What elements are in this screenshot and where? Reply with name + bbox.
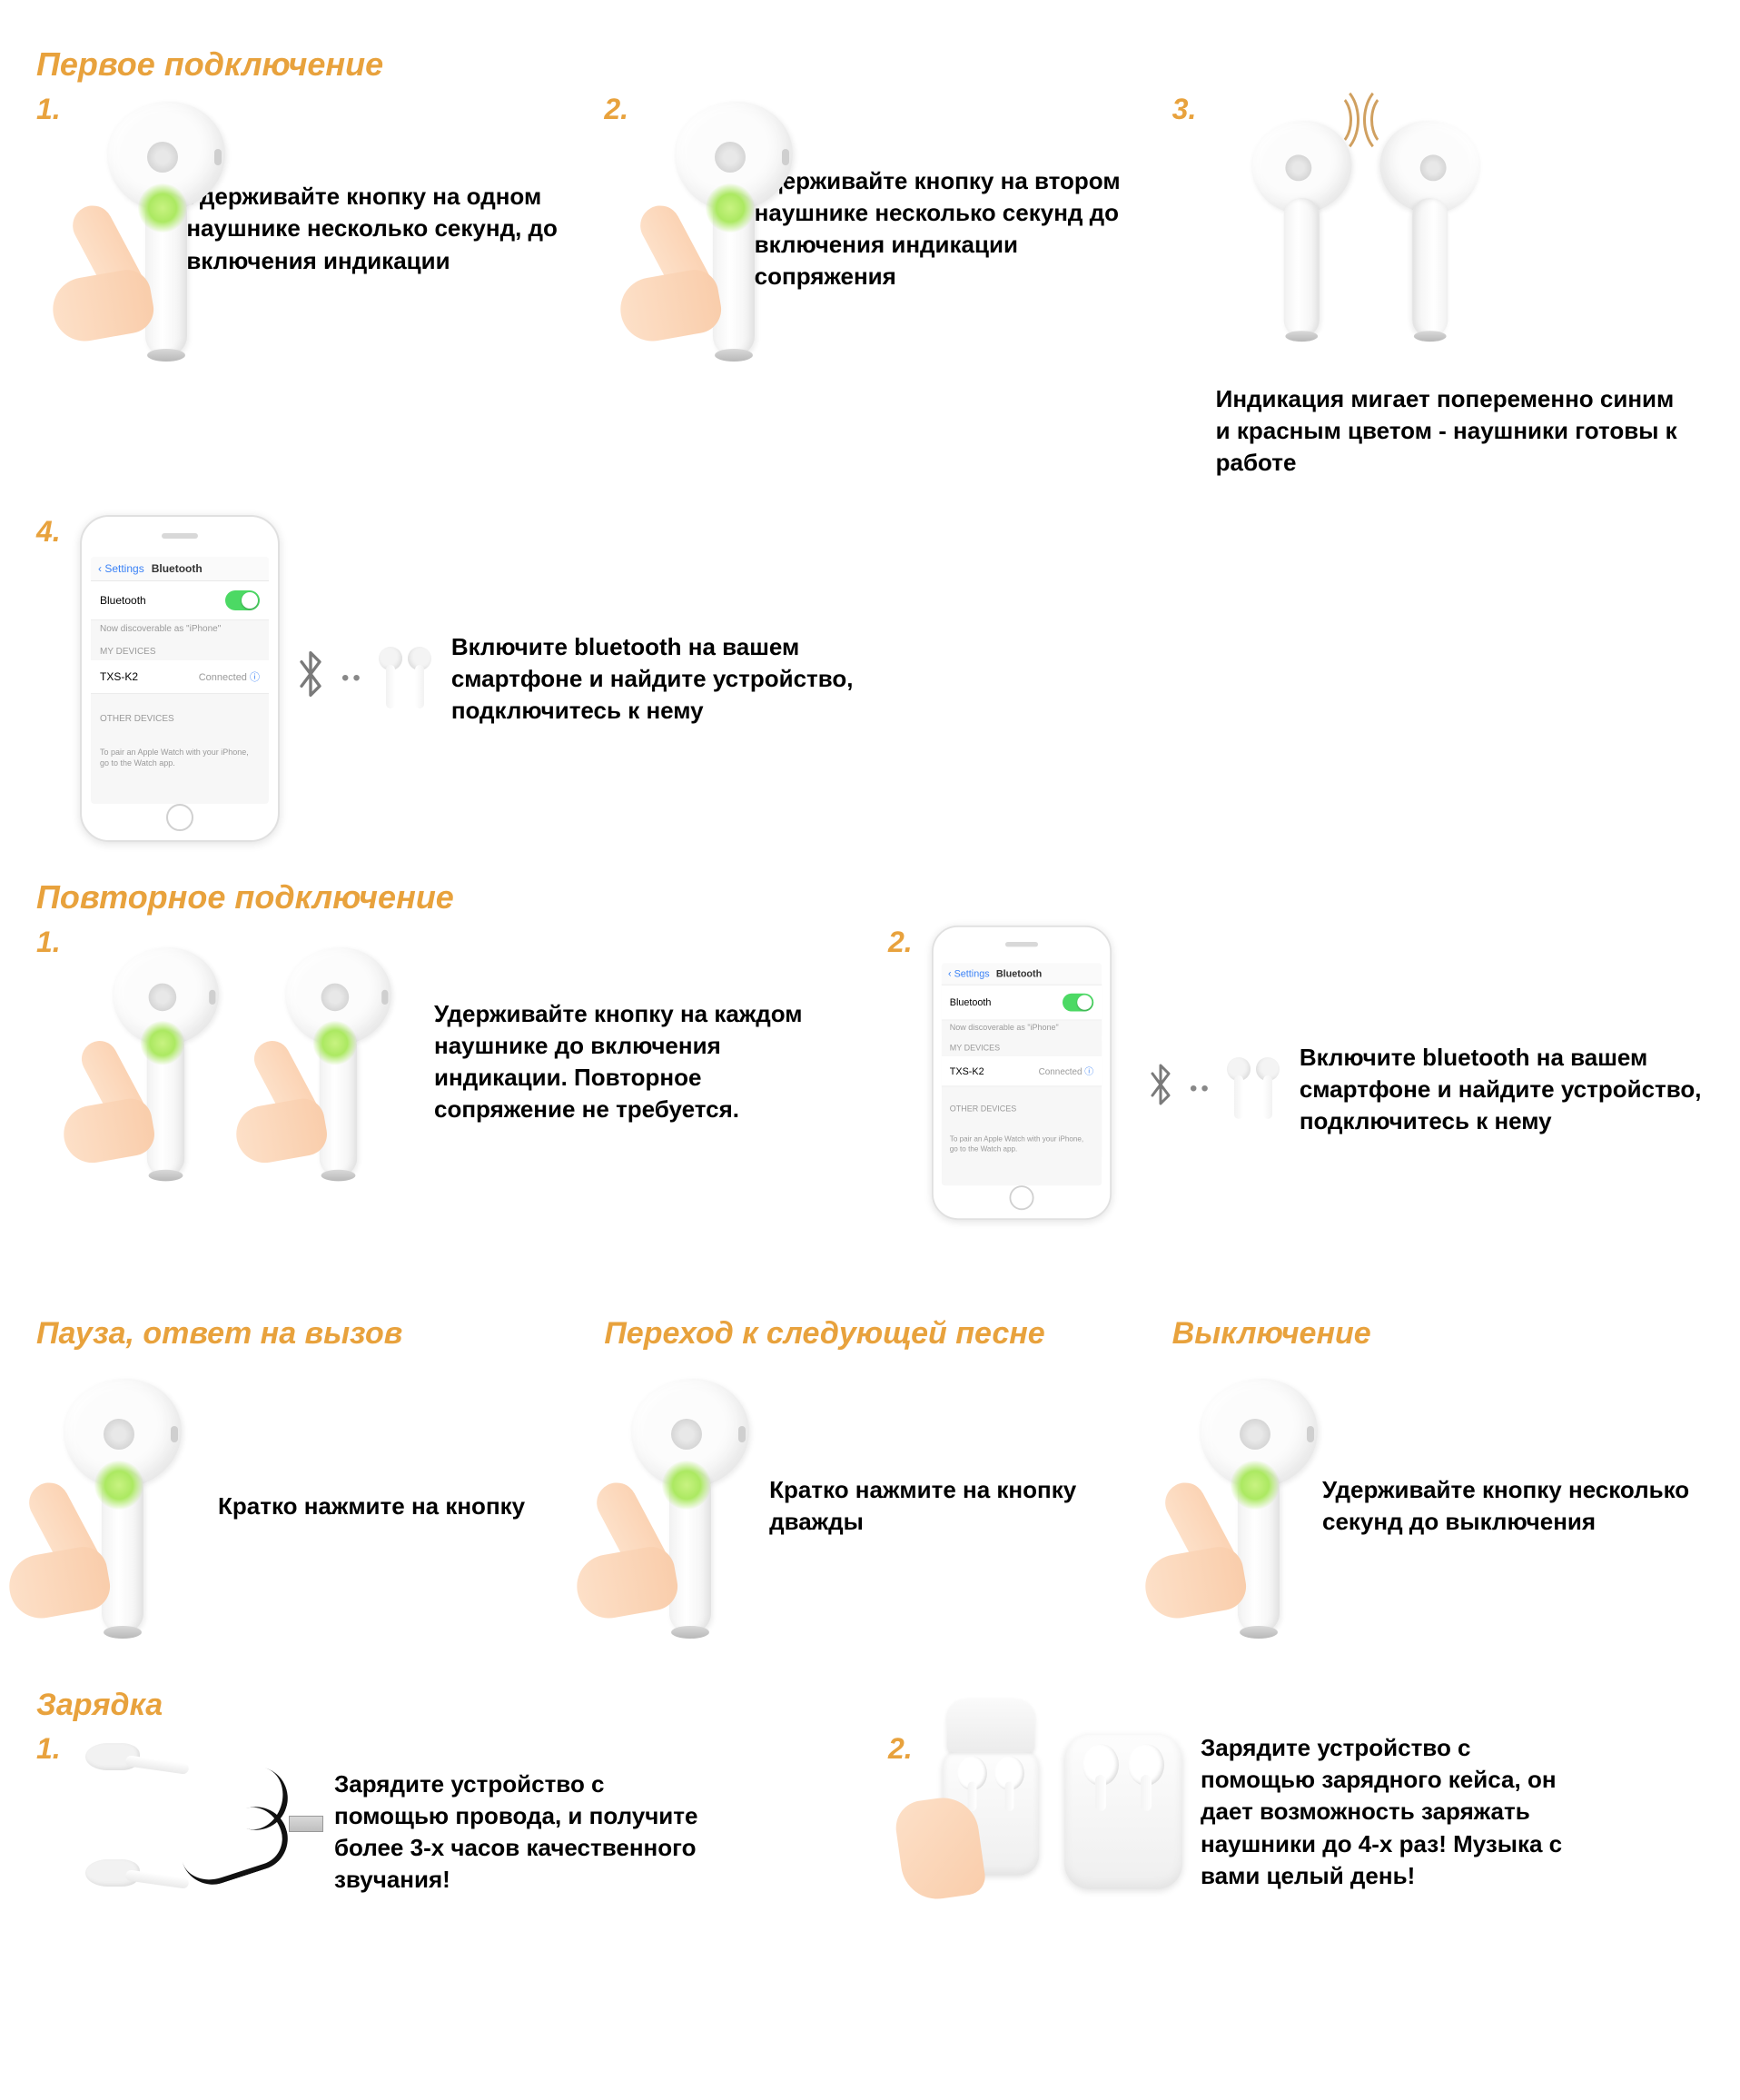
first-connection-step-4: 4. ‹ Settings Bluetooth Bluetooth [36,515,1103,842]
phone-discoverable-text: Now discoverable as "iPhone" [91,620,269,638]
first-connection-step-1: 1. Удерживайте кнопку на одном наушнике … [36,93,568,365]
control-title-next: Переход к следующей песне [604,1316,1135,1352]
controls-row: Пауза, ответ на вызов Кратко нажмите на … [36,1289,1704,1642]
control-pause: Пауза, ответ на вызов Кратко нажмите на … [36,1289,568,1642]
step-text: Включите bluetooth на вашем смартфоне и … [451,631,924,727]
usb-cable-earbuds-icon [80,1732,316,1932]
section-title-first-connection: Первое подключение [36,45,1704,84]
step-text: Зарядите устройство с помощью зарядного … [1201,1732,1582,1891]
first-connection-step-3: 3. Индикация мигает попеременно синим и … [1172,93,1704,479]
phone-icon: ‹ Settings Bluetooth Bluetooth Now disco… [80,515,280,842]
first-connection-row-2: 4. ‹ Settings Bluetooth Bluetooth [36,515,1704,842]
section-title-charging: Зарядка [36,1688,1704,1723]
first-connection-step-2: 2. Удерживайте кнопку на втором наушнике… [604,93,1135,365]
control-title-off: Выключение [1172,1316,1704,1352]
control-title-pause: Пауза, ответ на вызов [36,1316,568,1352]
mini-earbuds-icon [377,647,433,710]
step-text: Кратко нажмите на кнопку дважды [769,1474,1136,1538]
charging-row: 1. Зарядите устройство с помощью провода… [36,1732,1704,1932]
phone-device-name: TXS-K2 [100,670,138,683]
connection-dots-icon: •• [341,666,364,691]
phone-my-devices-label: MY DEVICES [91,643,269,660]
phone-bluetooth-label: Bluetooth [100,594,146,607]
earbud-with-finger-icon [36,1370,200,1642]
step-text: Удерживайте кнопку на каждом наушнике до… [434,998,816,1125]
step-text: Включите bluetooth на вашем смартфоне и … [1300,1042,1704,1137]
step-number: 1. [36,926,69,959]
step-number: 1. [36,1732,69,1766]
step-text: Удерживайте кнопку несколько секунд до в… [1322,1474,1704,1538]
charging-step-2: 2. Зарядите устройство с помощью зарядно… [888,1732,1704,1932]
first-connection-row-1: 1. Удерживайте кнопку на одном наушнике … [36,93,1704,479]
phone-my-devices-label: MY DEVICES [942,1041,1102,1056]
earbud-pair-signal-icon [1216,93,1507,365]
phone-device-status: Connected [1039,1065,1094,1077]
step-text: Кратко нажмите на кнопку [218,1491,525,1522]
charging-case-icon [932,1735,1182,1889]
control-next: Переход к следующей песне Кратко нажмите… [604,1289,1135,1642]
earbud-with-finger-icon [604,1370,751,1642]
earbud-with-finger-icon [648,93,736,365]
step-number: 1. [36,93,69,126]
step-number: 4. [36,515,69,549]
step-text: Зарядите устройство с помощью провода, и… [334,1768,716,1896]
phone-pairing-icon: ‹ Settings Bluetooth Bluetooth Now disco… [80,515,433,842]
step-number: 2. [888,926,921,959]
phone-other-devices-label: OTHER DEVICES [942,1102,1102,1117]
bluetooth-toggle-icon [1063,994,1093,1012]
earbud-with-finger-icon [1172,1370,1304,1642]
phone-discoverable-text: Now discoverable as "iPhone" [942,1021,1102,1036]
phone-header-title: Bluetooth [996,968,1042,980]
phone-other-devices-label: OTHER DEVICES [91,710,269,728]
bluetooth-icon [292,649,329,708]
step-text: Удерживайте кнопку на втором наушнике не… [755,165,1136,292]
phone-device-status: Connected [199,669,260,684]
phone-device-name: TXS-K2 [950,1065,984,1077]
usb-plug-icon [289,1816,323,1832]
reconnection-step-2: 2. ‹ Settings Bluetooth Bluetooth [888,926,1704,1253]
bluetooth-icon [1144,1062,1177,1116]
reconnection-row: 1. Удерживайте кнопку на каждом наушнике… [36,926,1704,1253]
step-number: 2. [888,1732,921,1766]
phone-bluetooth-label: Bluetooth [950,997,992,1009]
phone-footer-hint: To pair an Apple Watch with your iPhone,… [942,1117,1102,1157]
control-off: Выключение Удерживайте кнопку несколько … [1172,1289,1704,1642]
reconnection-step-1: 1. Удерживайте кнопку на каждом наушнике… [36,926,852,1198]
phone-header-title: Bluetooth [152,562,203,575]
phone-pairing-icon: ‹ Settings Bluetooth Bluetooth Now disco… [932,926,1281,1253]
step-text: Индикация мигает попеременно синим и кра… [1216,383,1688,479]
phone-footer-hint: To pair an Apple Watch with your iPhone,… [91,728,269,772]
earbud-with-finger-icon [80,93,168,365]
charging-step-1: 1. Зарядите устройство с помощью провода… [36,1732,852,1932]
section-title-reconnection: Повторное подключение [36,878,1704,916]
bluetooth-toggle-icon [225,590,260,610]
two-earbuds-with-fingers-icon [80,926,416,1198]
step-text: Удерживайте кнопку на одном наушнике нес… [186,181,568,276]
mini-earbuds-icon [1225,1057,1281,1121]
phone-back-label: ‹ Settings [98,562,144,575]
connection-dots-icon: •• [1190,1076,1212,1102]
phone-back-label: ‹ Settings [948,968,990,980]
step-number: 2. [604,93,637,126]
step-number: 3. [1172,93,1205,126]
